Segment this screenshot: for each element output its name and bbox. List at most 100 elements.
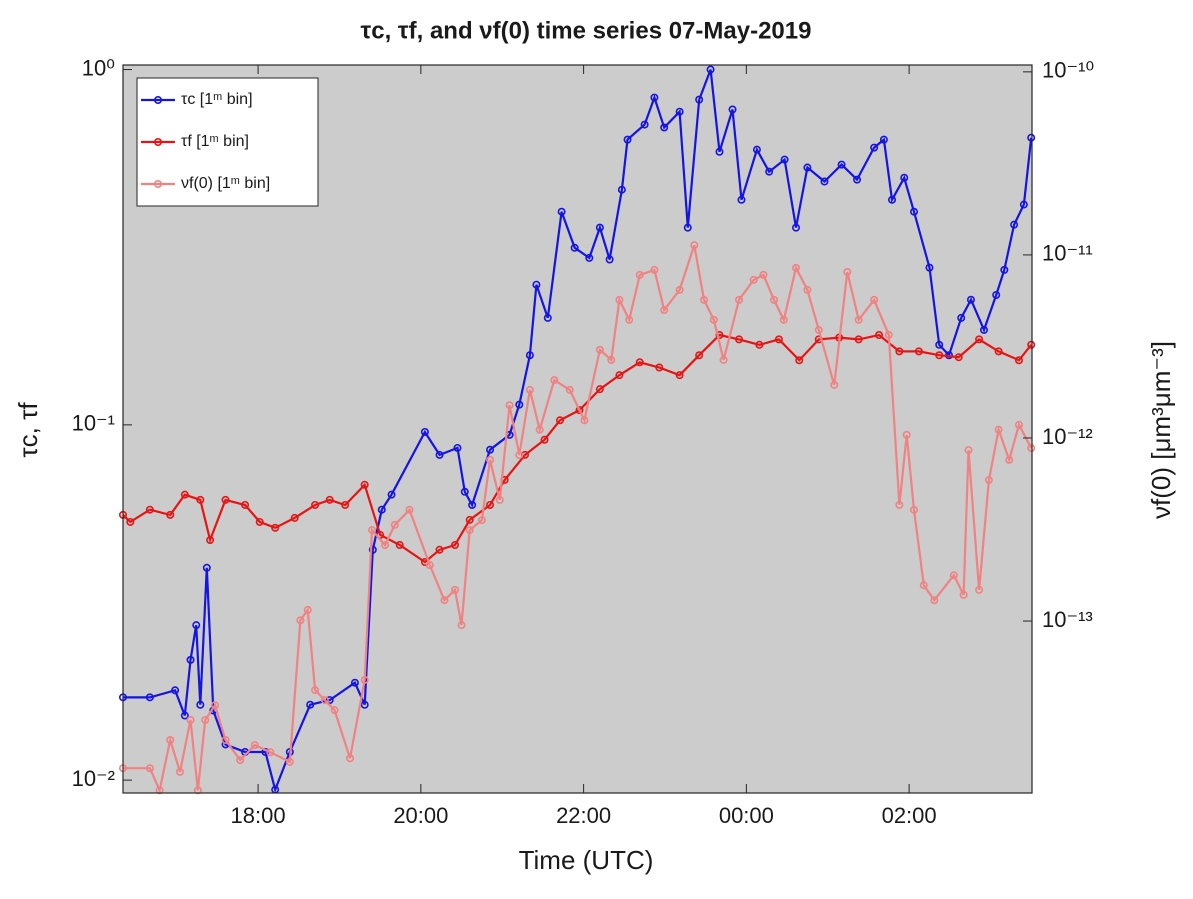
data-point <box>910 505 919 514</box>
data-point <box>505 401 514 410</box>
data-point <box>557 207 566 216</box>
data-point <box>683 223 692 232</box>
data-point <box>854 315 863 324</box>
data-point <box>935 340 944 349</box>
data-point <box>706 65 715 74</box>
data-point <box>719 355 728 364</box>
data-point <box>330 706 339 715</box>
data-point <box>266 748 275 757</box>
data-point <box>196 700 205 709</box>
data-point <box>895 500 904 509</box>
data-point <box>854 335 863 344</box>
data-point <box>774 335 783 344</box>
data-point <box>879 135 888 144</box>
data-point <box>902 430 911 439</box>
data-point <box>465 515 474 524</box>
data-point <box>735 295 744 304</box>
data-point <box>550 376 559 385</box>
data-point <box>166 510 175 519</box>
data-point <box>803 163 812 172</box>
data-point <box>180 490 189 499</box>
data-point <box>994 425 1003 434</box>
data-point <box>623 135 632 144</box>
y2-axis-label: νf(0) [μm³μm⁻³] <box>1146 341 1176 519</box>
data-point <box>556 416 565 425</box>
data-point <box>957 313 966 322</box>
y2-tick-label: 10⁻¹¹ <box>1042 241 1093 266</box>
data-point <box>535 425 544 434</box>
x-axis-label: Time (UTC) <box>519 845 654 875</box>
data-point <box>451 541 460 550</box>
data-point <box>792 223 801 232</box>
data-point <box>930 596 939 605</box>
data-point <box>655 363 664 372</box>
y2-tick-label: 10⁻¹⁰ <box>1042 58 1094 83</box>
data-point <box>695 351 704 360</box>
data-point <box>695 95 704 104</box>
data-point <box>728 105 737 114</box>
data-point <box>180 711 189 720</box>
data-point <box>735 335 744 344</box>
data-point <box>486 455 495 464</box>
legend-marker <box>154 138 163 147</box>
data-point <box>625 315 634 324</box>
data-point <box>820 177 829 186</box>
data-point <box>954 353 963 362</box>
data-point <box>525 351 534 360</box>
data-point <box>737 195 746 204</box>
data-point <box>709 315 718 324</box>
data-point <box>1005 455 1014 464</box>
data-point <box>540 435 549 444</box>
data-point <box>368 545 377 554</box>
data-point <box>715 331 724 340</box>
data-point <box>515 400 524 409</box>
data-point <box>585 253 594 262</box>
data-point <box>525 385 534 394</box>
data-point <box>320 696 329 705</box>
chart-title: τc, τf, and νf(0) time series 07-May-201… <box>361 17 812 44</box>
data-point <box>749 275 758 284</box>
data-point <box>690 241 699 250</box>
data-point <box>285 757 294 766</box>
data-point <box>792 263 801 272</box>
series-line <box>123 244 1033 794</box>
data-point <box>210 701 219 710</box>
data-point <box>1014 356 1023 365</box>
data-point <box>843 267 852 276</box>
data-point <box>755 340 764 349</box>
data-point <box>605 255 614 264</box>
data-point <box>186 655 195 664</box>
data-point <box>595 223 604 232</box>
y-tick-label: 10⁰ <box>82 55 115 80</box>
data-point <box>975 335 984 344</box>
data-point <box>870 143 879 152</box>
data-point <box>765 167 774 176</box>
data-point <box>515 451 524 460</box>
data-point <box>532 280 541 289</box>
data-point <box>935 351 944 360</box>
data-point <box>166 735 175 744</box>
data-point <box>425 561 434 570</box>
data-point <box>830 380 839 389</box>
data-point <box>884 330 893 339</box>
data-point <box>580 416 589 425</box>
data-point <box>451 585 460 594</box>
data-point <box>296 616 305 625</box>
data-point <box>770 295 779 304</box>
data-point <box>650 265 659 274</box>
data-point <box>171 686 180 695</box>
data-point <box>325 495 334 504</box>
data-point <box>145 505 154 514</box>
data-point <box>395 541 404 550</box>
plot-lines <box>119 65 1036 795</box>
data-point <box>486 445 495 454</box>
y-tick-label: 10⁻² <box>72 766 115 791</box>
data-point <box>145 693 154 702</box>
data-point <box>925 263 934 272</box>
data-point <box>543 313 552 322</box>
x-tick-label: 18:00 <box>231 803 286 828</box>
data-point <box>1019 200 1028 209</box>
data-point <box>1014 420 1023 429</box>
data-point <box>660 123 669 132</box>
data-point <box>617 185 626 194</box>
